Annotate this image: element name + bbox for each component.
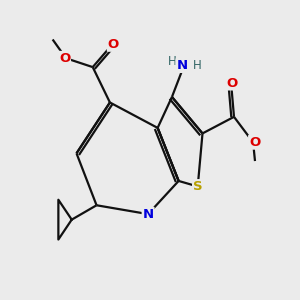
Text: O: O <box>108 38 119 51</box>
Text: N: N <box>176 59 188 72</box>
Text: N: N <box>142 208 154 220</box>
Text: H: H <box>193 59 201 72</box>
Text: O: O <box>226 76 237 90</box>
Text: O: O <box>249 136 260 149</box>
Text: H: H <box>168 55 176 68</box>
Text: S: S <box>193 180 202 193</box>
Text: O: O <box>59 52 70 65</box>
